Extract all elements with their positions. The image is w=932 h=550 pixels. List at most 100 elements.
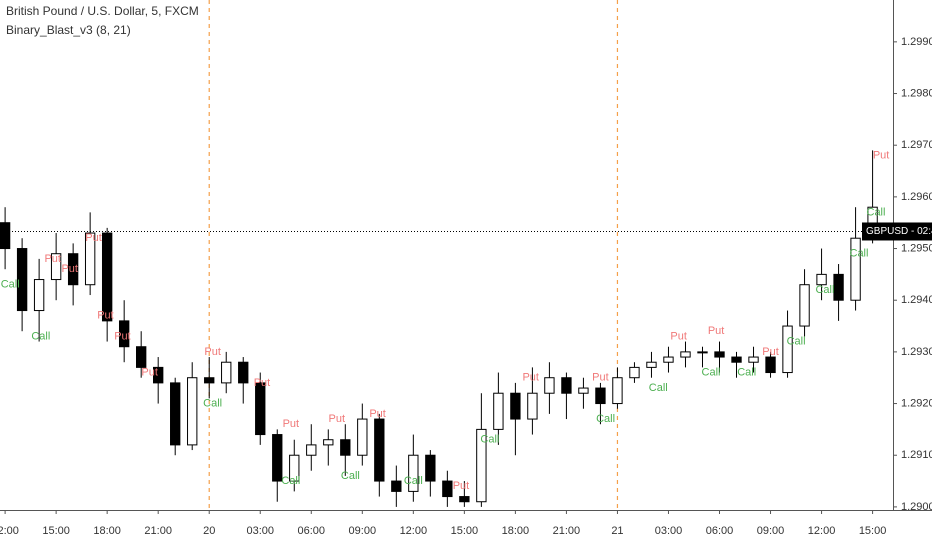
x-tick-label: 12:00 [400, 525, 428, 537]
signal-label: Put [369, 408, 386, 420]
x-tick-label: 21:00 [553, 525, 581, 537]
x-tick-label: 03:00 [655, 525, 683, 537]
candle-body [408, 454, 419, 492]
signal-label: Call [203, 397, 222, 409]
signal-label: Put [61, 263, 78, 275]
candle-body [595, 387, 606, 405]
y-tick-label: 1.2960 [901, 191, 932, 203]
candle-body [527, 392, 538, 420]
indicator-label: Binary_Blast_v3 (8, 21) [6, 23, 131, 37]
candle-body [67, 253, 79, 286]
signal-label: Call [867, 206, 886, 218]
candle-body [289, 454, 300, 482]
candle-body [714, 351, 725, 358]
y-tick-label: 1.2990 [901, 36, 932, 48]
candle-body [170, 382, 181, 446]
price-label-box [862, 222, 932, 241]
x-tick-label: 03:00 [246, 525, 274, 537]
x-tick-label: 09:00 [349, 525, 377, 537]
signal-label: Put [204, 346, 221, 358]
x-tick-label: 21:00 [144, 525, 172, 537]
signal-label: Put [85, 232, 102, 244]
candle-body [561, 377, 572, 394]
signal-label: Call [31, 330, 50, 342]
candle-body [731, 356, 742, 363]
signal-label: Put [114, 330, 131, 342]
candle-body [391, 480, 402, 492]
candle-body [255, 382, 266, 436]
signal-label: Put [97, 310, 114, 322]
signal-label: Call [649, 382, 668, 394]
candle-body [340, 439, 351, 456]
signal-label: Call [480, 434, 499, 446]
x-tick-label: 15:00 [859, 525, 887, 537]
x-tick-label: 06:00 [298, 525, 326, 537]
candle-body [204, 377, 215, 384]
candle-body [357, 418, 368, 456]
candle-body [765, 356, 776, 374]
y-tick-label: 1.2910 [901, 449, 932, 461]
y-tick-label: 1.2980 [901, 87, 932, 99]
candle-body [629, 366, 640, 379]
y-tick-label: 1.2950 [901, 242, 932, 254]
candle-body [374, 418, 385, 482]
signal-label: Put [522, 372, 539, 384]
price-label: GBPUSD - 02:44 [866, 226, 932, 237]
candle-body [459, 496, 470, 503]
candle-body [612, 377, 623, 405]
signal-label: Call [815, 284, 834, 296]
signal-label: Call [341, 470, 360, 482]
candle-body [476, 428, 487, 503]
candle-body [850, 237, 861, 301]
y-tick-label: 1.2900 [901, 501, 932, 513]
x-tick-label: 18:00 [93, 525, 121, 537]
candle-body [323, 439, 334, 446]
signal-label: Put [670, 330, 687, 342]
candle-body [0, 222, 11, 250]
signal-label: Put [453, 480, 470, 492]
candle-body [101, 232, 113, 322]
candle-body [578, 387, 589, 394]
x-tick-label: 12:00 [0, 525, 19, 537]
candle-body [799, 284, 810, 327]
y-tick-label: 1.2920 [901, 397, 932, 409]
signal-label: Put [329, 413, 346, 425]
y-tick-label: 1.2940 [901, 294, 932, 306]
signal-label: Call [596, 413, 615, 425]
candle-body [748, 356, 759, 363]
candle-body [84, 232, 96, 286]
y-tick-label: 1.2930 [901, 346, 932, 358]
candle-body [442, 480, 453, 498]
y-tick-label: 1.2970 [901, 139, 932, 151]
candle-body [646, 361, 657, 368]
candle-body [544, 377, 555, 394]
candle-body [50, 253, 62, 281]
signal-label: Call [850, 248, 869, 260]
candle-body [510, 392, 521, 420]
x-tick-label: 15:00 [42, 525, 70, 537]
candle-body [153, 366, 164, 384]
signal-label: Put [141, 366, 158, 378]
chart-title: British Pound / U.S. Dollar, 5, FXCM [6, 4, 199, 18]
x-tick-label: 15:00 [451, 525, 479, 537]
signal-label: Call [404, 475, 423, 487]
candle-body [16, 248, 28, 312]
signal-label: Call [787, 335, 806, 347]
signal-label: Put [283, 418, 300, 430]
x-tick-label: 18:00 [502, 525, 530, 537]
x-tick-label: 09:00 [757, 525, 785, 537]
candle-body [187, 377, 198, 446]
candle-body [238, 361, 249, 384]
candle-body [816, 273, 827, 286]
x-tick-label: 21 [611, 525, 623, 537]
signal-label: Call [281, 475, 300, 487]
candle-body [272, 434, 283, 482]
signal-label: Put [44, 253, 61, 265]
candle-body [782, 325, 793, 374]
signal-label: Put [708, 325, 725, 337]
candle-body [33, 279, 45, 312]
candle-body [306, 444, 317, 456]
candle-body [697, 351, 708, 354]
candle-body [425, 454, 436, 482]
x-tick-label: 20 [203, 525, 215, 537]
